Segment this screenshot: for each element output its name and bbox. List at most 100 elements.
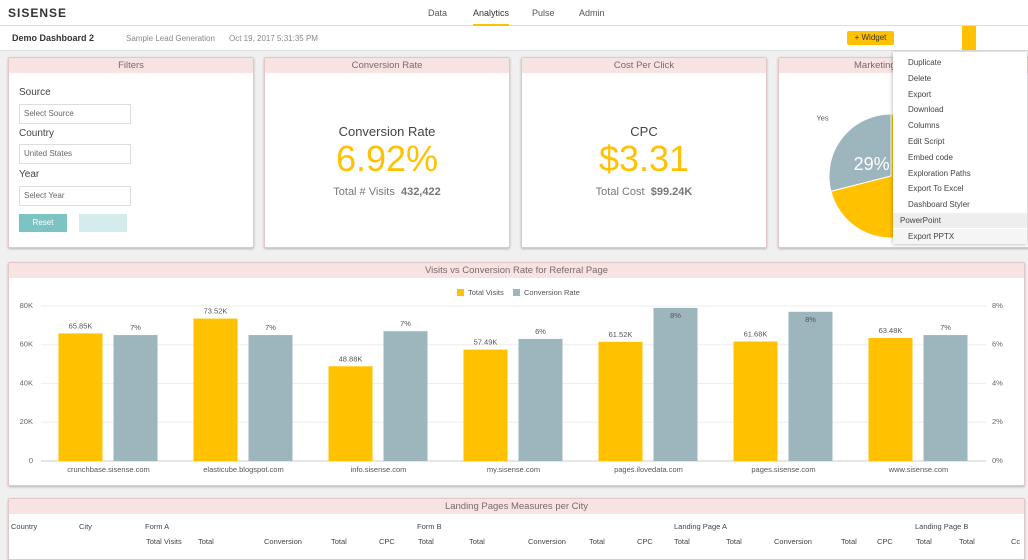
sub-header: Conversion: [264, 537, 302, 546]
sub-header: Total Visits: [146, 537, 182, 546]
x-tick-label: pages.ilovedata.com: [614, 465, 683, 474]
bar: [383, 331, 428, 461]
data-label: 63.48K: [879, 326, 903, 335]
datasource[interactable]: Sample Lead Generation: [126, 34, 215, 43]
bar: [598, 341, 643, 461]
column-header: Form A: [145, 522, 170, 531]
menu-item[interactable]: Duplicate: [908, 58, 942, 67]
filter-select[interactable]: United States: [19, 144, 131, 164]
kpi-label: Conversion Rate: [338, 124, 436, 139]
menu-item[interactable]: Download: [908, 105, 944, 115]
bar-widget: Visits vs Conversion Rate for Referral P…: [8, 262, 1025, 486]
widget-title: Visits vs Conversion Rate for Referral P…: [9, 263, 1024, 278]
kpi-secondary-label: Total # Visits: [333, 186, 395, 198]
widget-title: Filters: [9, 58, 253, 73]
menu-item[interactable]: Exploration Paths: [908, 168, 971, 178]
legend-label: Total Visits: [468, 288, 504, 297]
category-label: Yes: [816, 114, 828, 123]
menu-highlight: [893, 228, 1027, 244]
nav-tab[interactable]: Data: [428, 8, 448, 18]
menu-item[interactable]: Delete: [908, 73, 932, 83]
bar: [463, 349, 508, 461]
filter-label: Source: [19, 87, 51, 98]
menu-item[interactable]: Edit Script: [908, 137, 945, 146]
kpi-label: CPC: [630, 124, 658, 139]
bar: [788, 311, 833, 461]
filters-widget: Filters Source Select Source Country Uni…: [8, 57, 254, 248]
kpi-secondary-value: 432,422: [400, 186, 441, 198]
filter-select[interactable]: Select Source: [19, 104, 131, 124]
menu-item[interactable]: Columns: [908, 121, 940, 131]
sub-header: Total: [959, 537, 975, 546]
x-tick-label: pages.sisense.com: [751, 465, 815, 474]
kpi-secondary-value: $99.24K: [650, 186, 693, 198]
sub-header: Total: [726, 537, 742, 546]
sub-header: Total: [589, 537, 605, 546]
data-label: 73.52K: [204, 307, 228, 316]
sub-header: Total: [841, 537, 857, 546]
widget-title: Landing Pages Measures per City: [9, 499, 1024, 514]
reset-button[interactable]: Reset: [19, 214, 67, 232]
y-tick-label: 40K: [20, 378, 33, 387]
data-label: 7%: [940, 323, 951, 332]
kpi-value: $3.31: [598, 138, 690, 179]
menu-item[interactable]: Export PPTX: [908, 231, 955, 241]
bar: [868, 338, 913, 461]
data-label: 29%: [854, 154, 890, 174]
table-widget: Landing Pages Measures per City Country C…: [8, 498, 1025, 560]
column-header: Country: [11, 522, 38, 531]
kpi-widget: Cost Per Click CPC $3.31 Total Cost $99.…: [521, 57, 767, 248]
toolbar: Demo Dashboard 2 Sample Lead Generation …: [0, 26, 1028, 51]
column-header: City: [79, 522, 92, 531]
y2-tick-label: 6%: [992, 340, 1003, 349]
filter-select[interactable]: Select Year: [19, 186, 131, 206]
y2-tick-label: 0%: [992, 456, 1003, 465]
add-widget[interactable]: + Widget: [847, 31, 894, 45]
y2-tick-label: 8%: [992, 301, 1003, 310]
bar: [653, 307, 698, 461]
data-label: 7%: [265, 323, 276, 332]
nav-tab[interactable]: Pulse: [532, 8, 555, 18]
share-button[interactable]: [962, 26, 976, 50]
menu-item[interactable]: Export To Excel: [908, 184, 964, 194]
bar: [923, 335, 968, 461]
menu-item[interactable]: Dashboard Styler: [908, 200, 970, 210]
data-label: 48.88K: [339, 354, 363, 363]
y2-tick-label: 2%: [992, 417, 1003, 426]
nav-tab[interactable]: Admin: [579, 8, 605, 18]
apply-button[interactable]: [79, 214, 127, 232]
legend-label: Conversion Rate: [524, 288, 580, 297]
sub-header: CPC: [379, 537, 395, 546]
sub-header: Total: [418, 537, 434, 546]
bar: [193, 318, 238, 461]
data-label: 7%: [130, 323, 141, 332]
pie-slice: [828, 113, 892, 193]
data-label: 57.49K: [474, 338, 498, 347]
column-header: Landing Page B: [915, 522, 969, 531]
bar: [113, 335, 158, 461]
x-tick-label: info.sisense.com: [351, 465, 407, 474]
nav-tab[interactable]: Analytics: [473, 8, 510, 26]
sub-header: Conversion: [528, 537, 566, 546]
y-tick-label: 20K: [20, 417, 33, 426]
data-label: 61.68K: [744, 329, 768, 338]
sub-header: Total: [198, 537, 214, 546]
menu-highlight: [893, 213, 1027, 228]
bar: [58, 333, 103, 461]
kpi-value: 6.92%: [335, 138, 439, 179]
column-header: Landing Page A: [674, 522, 727, 531]
bar: [518, 338, 563, 461]
date: Oct 19, 2017 5:31:35 PM: [229, 34, 318, 43]
widget-title: Conversion Rate: [265, 58, 509, 73]
x-tick-label: www.sisense.com: [888, 465, 949, 474]
top-nav: SISENSE Data Analytics Pulse Admin: [0, 0, 1028, 26]
menu-item[interactable]: Embed code: [908, 152, 953, 162]
bar: [328, 366, 373, 461]
menu-item[interactable]: PowerPoint: [900, 216, 941, 225]
kpi-widget: Conversion Rate Conversion Rate 6.92% To…: [264, 57, 510, 248]
menu-item[interactable]: Export: [908, 89, 932, 99]
sub-header: Conversion: [774, 537, 812, 546]
filter-label: Year: [19, 169, 40, 180]
dashboard-name: Demo Dashboard 2: [12, 33, 95, 43]
